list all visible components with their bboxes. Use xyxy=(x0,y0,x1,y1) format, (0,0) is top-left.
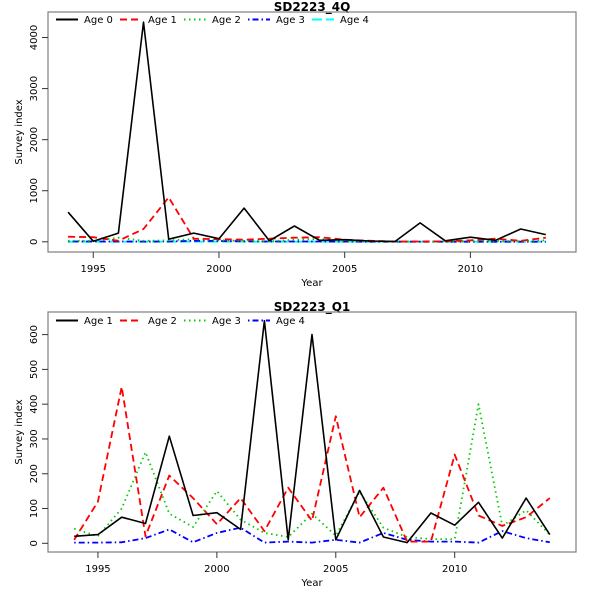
legend-label: Age 2 xyxy=(148,316,177,327)
panel-sd2223-q1: SD2223_Q1 Year Survey index 1995 2000 2005… xyxy=(14,300,577,589)
panel-sd2223-4q: SD2223_4Q Year Survey index 1995 2000 2005… xyxy=(14,0,577,289)
legend-label: Age 2 xyxy=(212,15,241,26)
y-axis-label: Survey index xyxy=(14,399,25,464)
legend-label: Age 3 xyxy=(212,316,241,327)
x-tick-label: 2000 xyxy=(204,564,229,575)
legend-label: Age 0 xyxy=(84,15,113,26)
series-line-age-0 xyxy=(67,21,546,243)
legend-item-age-1: Age 1 xyxy=(56,316,113,327)
plot-frame xyxy=(47,11,577,253)
legend-item-age-0: Age 0 xyxy=(56,15,113,26)
legend-item-age-3: Age 3 xyxy=(248,15,305,26)
y-tick-label: 400 xyxy=(29,395,40,414)
series-line-age-4 xyxy=(74,526,550,544)
plot-frame xyxy=(47,311,577,553)
x-tick-label: 2005 xyxy=(332,264,357,275)
y-tick-label: 4000 xyxy=(29,25,40,50)
legend-item-age-2: Age 2 xyxy=(184,15,241,26)
x-axis-label: Year xyxy=(300,578,323,589)
legend-item-age-4: Age 4 xyxy=(248,316,305,327)
y-tick-label: 600 xyxy=(29,325,40,344)
series-line-age-1 xyxy=(68,196,546,243)
series-line-age-1 xyxy=(74,319,551,544)
y-tick-label: 100 xyxy=(29,499,40,518)
series-line-age-2 xyxy=(73,385,551,543)
legend-label: Age 3 xyxy=(276,15,305,26)
legend-item-age-2: Age 2 xyxy=(120,316,177,327)
legend-item-age-1: Age 1 xyxy=(120,15,177,26)
series-line-age-3 xyxy=(73,403,551,540)
x-tick-label: 1995 xyxy=(81,264,106,275)
legend-label: Age 1 xyxy=(84,316,113,327)
y-tick-label: 0 xyxy=(29,540,40,546)
x-axis-label: Year xyxy=(300,278,323,289)
x-tick-label: 2000 xyxy=(206,264,231,275)
x-tick-label: 2005 xyxy=(323,564,348,575)
legend-label: Age 4 xyxy=(276,316,305,327)
legend-label: Age 4 xyxy=(340,15,369,26)
x-tick-label: 2010 xyxy=(458,264,483,275)
y-axis-label: Survey index xyxy=(14,99,25,164)
series-line-age-3 xyxy=(68,239,546,243)
legend-item-age-4: Age 4 xyxy=(312,15,369,26)
chart-title: SD2223_4Q xyxy=(274,0,351,15)
y-tick-label: 200 xyxy=(29,464,40,483)
y-tick-label: 2000 xyxy=(29,127,40,152)
y-tick-label: 300 xyxy=(29,429,40,448)
y-tick-label: 3000 xyxy=(29,76,40,101)
x-tick-label: 2010 xyxy=(442,564,467,575)
x-tick-label: 1995 xyxy=(85,564,110,575)
chart-title: SD2223_Q1 xyxy=(274,300,351,315)
legend-item-age-3: Age 3 xyxy=(184,316,241,327)
y-tick-label: 1000 xyxy=(29,178,40,203)
y-tick-label: 0 xyxy=(29,239,40,245)
legend-label: Age 1 xyxy=(148,15,177,26)
y-tick-label: 500 xyxy=(29,360,40,379)
